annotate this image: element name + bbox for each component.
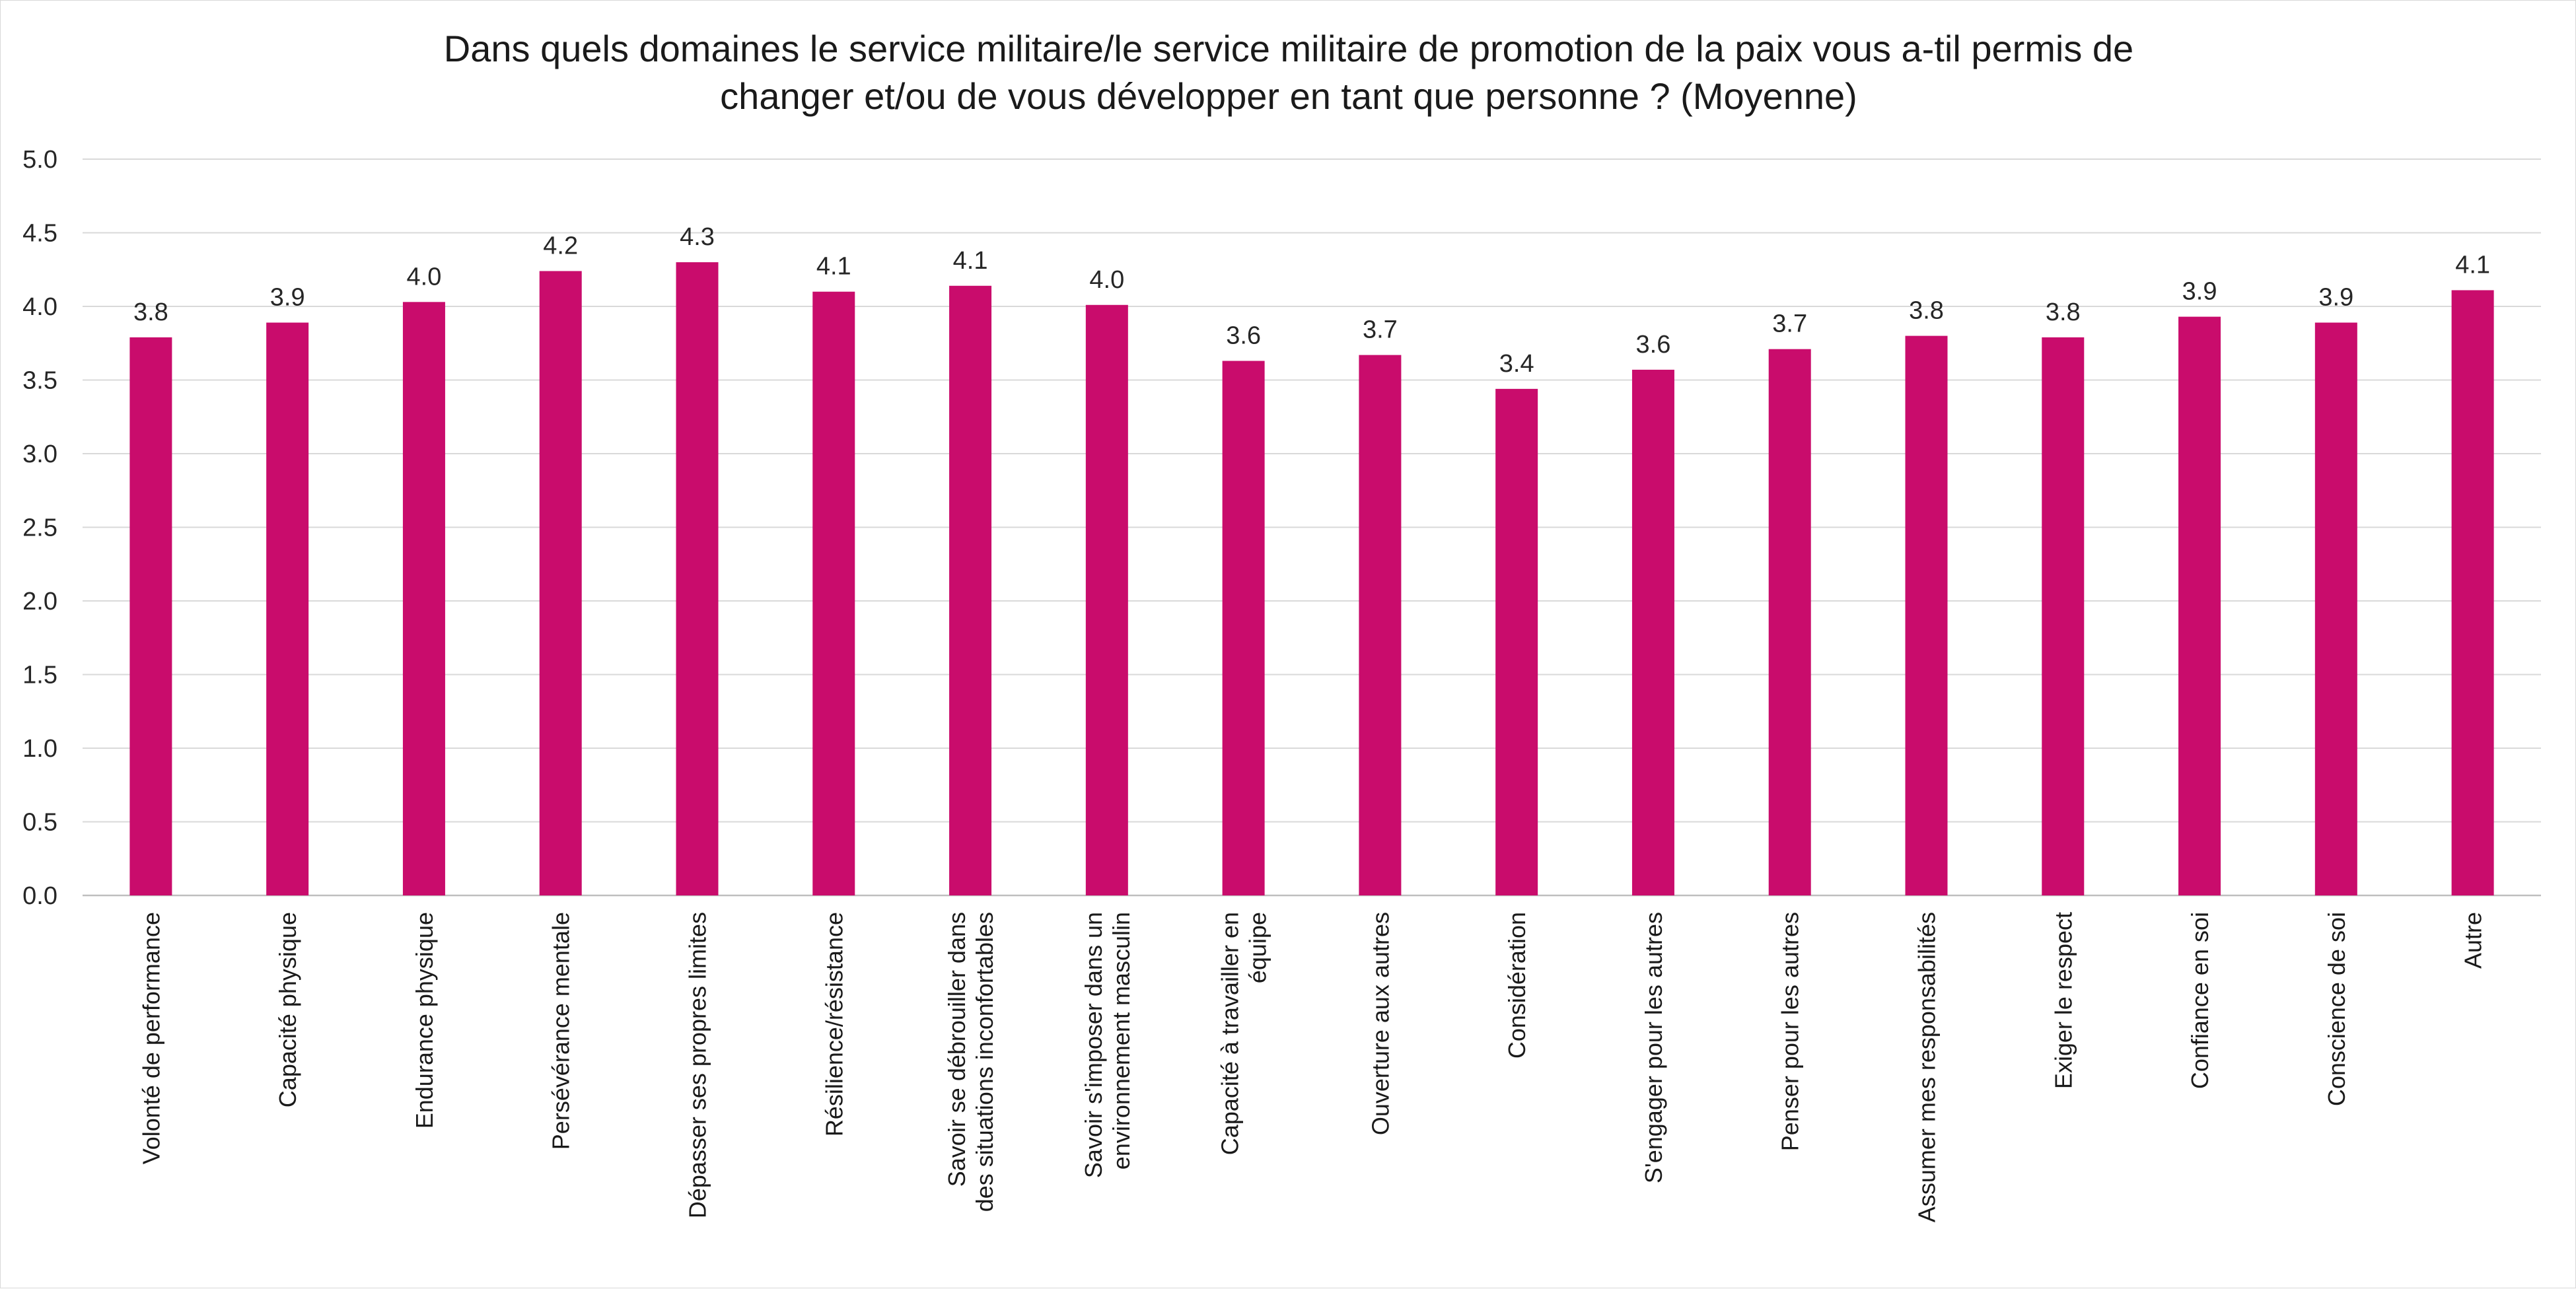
y-tick-label: 3.5: [22, 367, 57, 395]
bar: [676, 262, 719, 896]
data-label: 4.1: [2455, 251, 2490, 279]
chart-title: Dans quels domaines le service militaire…: [444, 28, 2133, 117]
data-label: 3.9: [270, 284, 305, 312]
x-tick-label: Penser pour les autres: [1777, 912, 1804, 1151]
x-tick-label-line: Assumer mes responsabilités: [1914, 912, 1941, 1222]
bar: [812, 291, 855, 895]
x-tick-label: Dépasser ses propres limites: [684, 912, 711, 1218]
x-tick-label: Endurance physique: [411, 912, 438, 1129]
data-label: 3.4: [1499, 350, 1534, 378]
data-label: 4.1: [816, 253, 851, 281]
x-tick-label: Volonté de performance: [137, 912, 164, 1164]
x-tick-label: Exiger le respect: [2050, 912, 2077, 1089]
data-label: 4.0: [407, 263, 442, 291]
data-label: 3.9: [2182, 278, 2217, 306]
y-tick-label: 1.0: [22, 735, 57, 763]
gridlines: [83, 158, 2541, 897]
data-label: 4.1: [953, 247, 988, 275]
x-tick-label: Persévérance mentale: [548, 912, 575, 1150]
bar: [2314, 322, 2357, 895]
x-tick-label-line: Exiger le respect: [2050, 912, 2077, 1089]
y-tick-label: 1.5: [22, 662, 57, 689]
x-tick-label-line: Conscience de soi: [2323, 912, 2350, 1106]
x-tick-label-line: Résilience/résistance: [820, 912, 847, 1136]
x-tick-label-line: Savoir s'imposer dans un: [1080, 912, 1107, 1178]
data-label: 3.6: [1636, 331, 1671, 359]
x-tick-label-line: Ouverture aux autres: [1367, 912, 1394, 1135]
data-labels: 3.8 3.9 4.0 4.2 4.3 4.1 4.1 4.0 3.6 3.7 3.4 3.6 3.7 3…: [133, 223, 2490, 378]
bar: [1905, 335, 1948, 896]
bar: [539, 271, 582, 896]
bar: [2042, 337, 2085, 896]
x-tick-label: Capacité physique: [274, 912, 301, 1107]
x-tick-label-line: Autre: [2460, 912, 2487, 969]
x-tick-label: Conscience de soi: [2323, 912, 2350, 1106]
x-tick-label-line: Capacité à travailler en: [1217, 912, 1244, 1155]
x-axis: Volonté de performance Capacité physique E…: [137, 912, 2486, 1222]
x-tick-label-line: environnement masculin: [1108, 912, 1135, 1169]
x-tick-label-line: Volonté de performance: [137, 912, 164, 1164]
x-tick-label-line: Savoir se débrouiller dans: [943, 912, 970, 1187]
bar: [1085, 304, 1128, 895]
bar: [1359, 355, 1402, 895]
data-label: 3.8: [1909, 297, 1944, 325]
bar: [1631, 369, 1674, 895]
x-tick-label-line: Dépasser ses propres limites: [684, 912, 711, 1218]
bar: [1495, 388, 1538, 895]
x-tick-label-line: Endurance physique: [411, 912, 438, 1129]
x-tick-label: Autre: [2460, 912, 2487, 969]
y-tick-label: 2.0: [22, 588, 57, 615]
y-tick-label: 0.5: [22, 809, 57, 837]
data-label: 4.3: [680, 223, 715, 251]
y-tick-label: 4.0: [22, 293, 57, 321]
bar: [1222, 361, 1265, 895]
data-label: 3.6: [1226, 322, 1261, 350]
data-label: 3.9: [2318, 284, 2353, 312]
x-tick-label: Résilience/résistance: [820, 912, 847, 1136]
chart-title-line-1: Dans quels domaines le service militaire…: [444, 28, 2133, 69]
x-tick-label-line: Capacité physique: [274, 912, 301, 1107]
x-tick-label-line: des situations inconfortables: [971, 912, 998, 1212]
bars: [129, 262, 2494, 896]
x-tick-label-line: Considération: [1503, 912, 1530, 1059]
bar: [2451, 290, 2494, 896]
x-tick-label: Considération: [1503, 912, 1530, 1059]
x-tick-label-line: équipe: [1244, 912, 1271, 983]
y-tick-label: 2.5: [22, 514, 57, 542]
x-tick-label: Confiance en soi: [2186, 912, 2213, 1089]
bar: [1768, 349, 1811, 895]
x-tick-label: Savoir s'imposer dans un environnement ma…: [1080, 912, 1135, 1178]
y-tick-label: 4.5: [22, 220, 57, 248]
data-label: 3.8: [133, 298, 168, 326]
data-label: 3.7: [1363, 316, 1398, 344]
data-label: 4.0: [1089, 266, 1124, 294]
bar: [949, 285, 992, 895]
y-tick-label: 3.0: [22, 440, 57, 468]
x-tick-label: S'engager pour les autres: [1640, 912, 1667, 1183]
data-label: 3.8: [2046, 298, 2081, 326]
x-tick-label: Savoir se débrouiller dans des situations…: [943, 912, 998, 1212]
x-tick-label-line: S'engager pour les autres: [1640, 912, 1667, 1183]
y-tick-label: 5.0: [22, 146, 57, 174]
x-tick-label-line: Persévérance mentale: [548, 912, 575, 1150]
bar: [266, 322, 309, 895]
bar: [129, 337, 172, 896]
x-tick-label-line: Penser pour les autres: [1777, 912, 1804, 1151]
chart-title-line-2: changer et/ou de vous développer en tant…: [720, 75, 1857, 117]
x-tick-label: Ouverture aux autres: [1367, 912, 1394, 1135]
y-tick-label: 0.0: [22, 882, 57, 910]
x-tick-label: Assumer mes responsabilités: [1914, 912, 1941, 1222]
data-label: 3.7: [1772, 310, 1807, 338]
x-tick-label-line: Confiance en soi: [2186, 912, 2213, 1089]
y-axis: 0.0 0.5 1.0 1.5 2.0 2.5 3.0 3.5 4.0 4.5 5.0: [22, 146, 57, 910]
bar: [402, 302, 445, 895]
x-tick-label: Capacité à travailler en équipe: [1217, 912, 1271, 1155]
bar: [2178, 316, 2221, 895]
data-label: 4.2: [543, 232, 578, 260]
